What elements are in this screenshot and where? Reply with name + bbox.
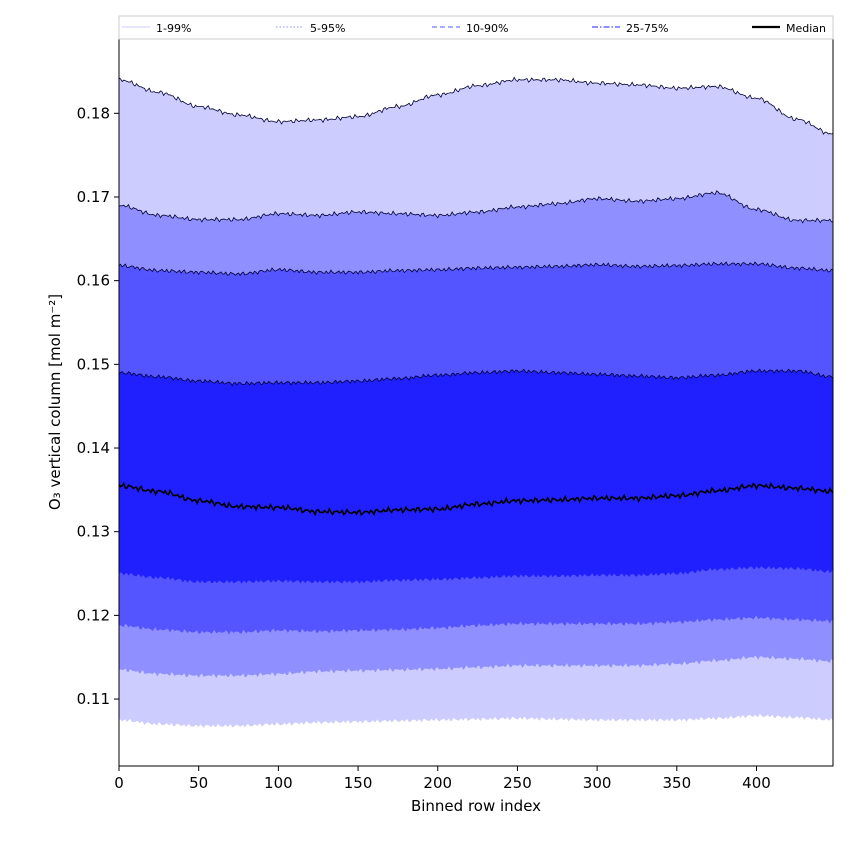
x-tick-label: 100: [264, 774, 293, 792]
y-tick-label: 0.12: [77, 606, 110, 624]
x-tick-label: 50: [189, 774, 208, 792]
legend-label: 25-75%: [626, 22, 668, 35]
y-tick-label: 0.11: [77, 690, 110, 708]
legend-frame: [118, 15, 834, 40]
band-upper-edge-5-95%: [118, 190, 834, 224]
x-tick-label: 350: [662, 774, 691, 792]
band-upper-edge-25-75%: [118, 368, 834, 387]
x-tick-label: 150: [344, 774, 373, 792]
y-tick-label: 0.18: [77, 104, 110, 122]
y-tick-label: 0.15: [77, 355, 110, 373]
x-axis-label: Binned row index: [411, 797, 541, 815]
legend: 1-99% 5-95% 10-90% 25-75% Median: [118, 15, 834, 40]
x-tick-label: 250: [503, 774, 532, 792]
y-tick-label: 0.14: [77, 439, 110, 457]
x-tick-label: 300: [583, 774, 612, 792]
y-tick-label: 0.16: [77, 272, 110, 290]
bands-layer: [119, 77, 833, 728]
x-tick-label: 0: [114, 774, 124, 792]
x-tick-label: 200: [423, 774, 452, 792]
band-25-75%: [119, 369, 833, 584]
y-axis-label: O₃ vertical column [mol m⁻²]: [46, 294, 64, 510]
legend-label: 10-90%: [466, 22, 508, 35]
legend-label: 1-99%: [156, 22, 191, 35]
y-tick-label: 0.13: [77, 523, 110, 541]
y-tick-label: 0.17: [77, 188, 110, 206]
band-upper-edge-1-99%: [118, 76, 834, 135]
legend-label: Median: [786, 22, 826, 35]
legend-label: 5-95%: [310, 22, 345, 35]
y-axis: 0.11 0.12 0.13 0.14 0.15 0.16 0.17 0.18: [77, 104, 119, 708]
x-axis: 0 50 100 150 200 250 300 350 400: [114, 766, 771, 792]
lines-layer: [118, 76, 834, 517]
x-tick-label: 400: [742, 774, 771, 792]
band-upper-edge-10-90%: [118, 261, 834, 277]
median-line: [118, 481, 834, 517]
